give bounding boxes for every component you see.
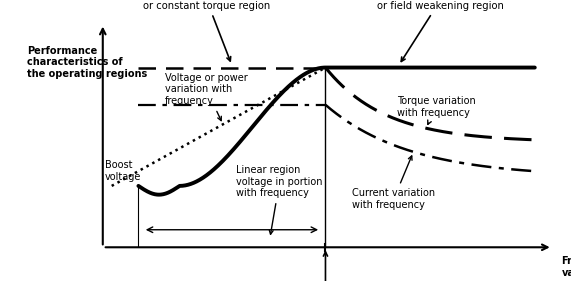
Text: Torque variation
with frequency: Torque variation with frequency <box>397 96 476 124</box>
Text: Voltage or power
variation with
frequency: Voltage or power variation with frequenc… <box>165 73 248 121</box>
Text: Rated frequency point: Rated frequency point <box>267 252 384 281</box>
Text: Constant power region
or field weakening region: Constant power region or field weakening… <box>377 0 504 62</box>
Text: Performance
characteristics of
the operating regions: Performance characteristics of the opera… <box>27 46 147 79</box>
Text: Linear region
voltage in portion
with frequency: Linear region voltage in portion with fr… <box>236 165 323 234</box>
Text: Constant flux region
or constant torque region: Constant flux region or constant torque … <box>143 0 270 61</box>
Text: Boost
voltage: Boost voltage <box>105 160 142 182</box>
Text: Frequency
variation: Frequency variation <box>561 256 571 278</box>
Text: Current variation
with frequency: Current variation with frequency <box>352 156 435 210</box>
